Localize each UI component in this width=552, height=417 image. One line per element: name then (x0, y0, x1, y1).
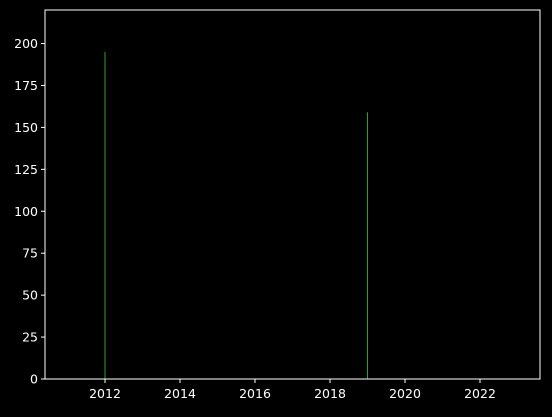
y-tick-label: 50 (22, 288, 38, 303)
x-tick-label: 2020 (389, 386, 421, 401)
bars-layer (104, 51, 368, 380)
y-axis-ticks: 0 25 50 75 100 125 150 175 200 (14, 36, 45, 387)
y-tick-label: 100 (14, 204, 38, 219)
x-tick-label: 2018 (314, 386, 346, 401)
y-tick-label: 75 (22, 246, 38, 261)
y-tick-label: 150 (14, 120, 38, 135)
x-tick-label: 2012 (89, 386, 121, 401)
x-tick-label: 2022 (464, 386, 496, 401)
y-tick-label: 0 (30, 372, 38, 387)
plot-frame (44, 9, 541, 380)
y-tick-label: 125 (14, 162, 38, 177)
bar-2019 (367, 112, 368, 379)
x-axis-ticks: 2012 2014 2016 2018 2020 2022 (89, 379, 496, 401)
plot-background (45, 10, 540, 379)
y-tick-label: 200 (14, 36, 38, 51)
y-tick-label: 175 (14, 78, 38, 93)
x-tick-label: 2016 (239, 386, 271, 401)
x-tick-label: 2014 (164, 386, 196, 401)
bar-2012 (104, 51, 106, 380)
y-tick-label: 25 (22, 330, 38, 345)
